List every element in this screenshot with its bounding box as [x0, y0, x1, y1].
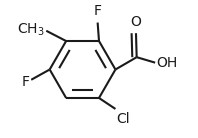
Text: OH: OH — [156, 56, 177, 70]
Text: O: O — [130, 15, 141, 29]
Text: F: F — [22, 75, 30, 89]
Text: CH$_3$: CH$_3$ — [17, 22, 45, 38]
Text: F: F — [94, 4, 102, 18]
Text: Cl: Cl — [116, 112, 130, 126]
